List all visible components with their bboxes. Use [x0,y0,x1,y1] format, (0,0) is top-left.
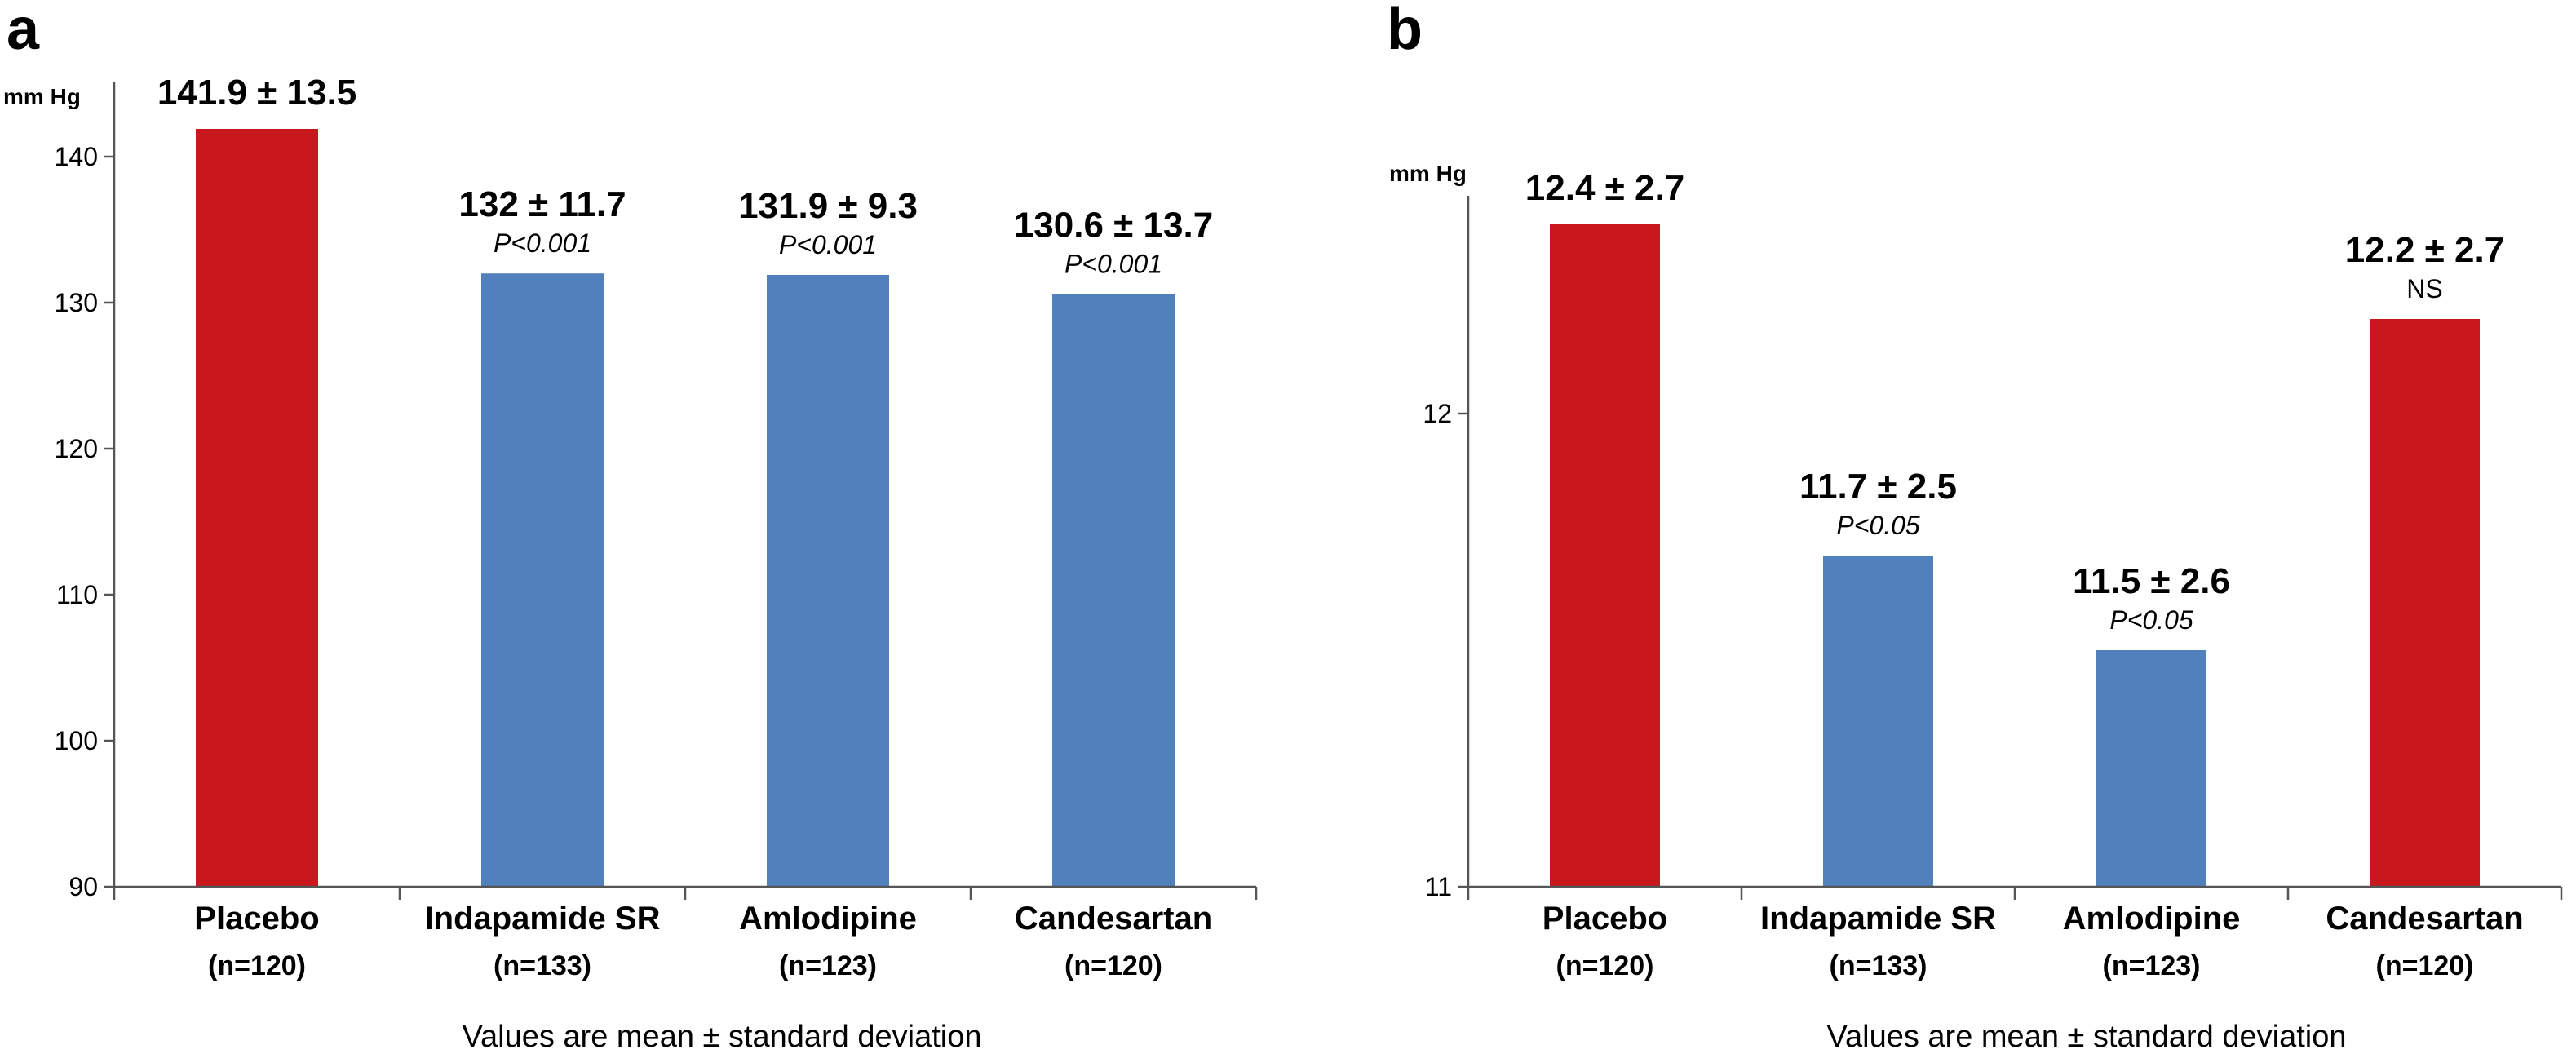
y-tick-label: 100 [55,726,98,755]
bar-placebo [196,128,318,888]
value-label: 11.5 ± 2.6 [2073,561,2230,601]
value-label: 131.9 ± 9.3 [738,186,918,226]
category-label: Amlodipine [739,901,917,937]
category-label: Placebo [1543,901,1667,937]
category-label: Candesartan [1015,901,1212,937]
sample-size-label: (n=123) [779,950,877,981]
y-tick-label: 110 [56,580,98,609]
panel-b-categories: Placebo (n=120) Indapamide SR (n=133) Amlodi… [1543,901,2524,981]
sample-size-label: (n=120) [1064,950,1162,981]
bar-indapamide-sr [1823,556,1933,887]
sample-size-label: (n=133) [1830,950,1928,981]
value-label: 12.4 ± 2.7 [1525,168,1684,208]
sample-size-label: (n=120) [1556,950,1654,981]
panel-a-axes [113,82,1258,900]
sample-size-label: (n=120) [2376,950,2474,981]
category-label: Amlodipine [2063,901,2241,937]
significance-label: P<0.05 [1836,511,1920,540]
panel-a-letter: a [7,0,40,62]
significance-label: P<0.001 [494,228,591,258]
bar-placebo [1550,224,1660,887]
category-label: Indapamide SR [425,901,661,937]
panel-a-bars [196,128,1175,888]
category-label: Placebo [194,901,319,937]
panel-b-letter: b [1387,0,1423,62]
value-label: 11.7 ± 2.5 [1799,467,1957,507]
panel-a: a mm Hg 90 100 110 120 130 140 141.9 ± 13.5 13… [3,0,1258,1054]
bar-candesartan [2370,319,2480,887]
panel-b-y-ticks: 11 12 [1423,399,1468,901]
bar-amlodipine [767,274,889,887]
category-label: Candesartan [2326,901,2523,937]
bar-candesartan [1052,294,1175,887]
bar-indapamide-sr [481,273,604,887]
panel-a-unit-label: mm Hg [3,84,81,109]
panel-b-unit-label: mm Hg [1389,161,1467,186]
y-tick-label: 11 [1425,872,1452,901]
y-tick-label: 12 [1423,399,1452,428]
value-label: 132 ± 11.7 [458,184,626,224]
panel-a-footnote: Values are mean ± standard deviation [463,1020,982,1054]
panel-b-axes [1467,196,2563,900]
sample-size-label: (n=123) [2103,950,2201,981]
bar-amlodipine [2096,650,2206,887]
panel-a-y-ticks: 90 100 110 120 130 140 [55,142,114,901]
value-label: 12.2 ± 2.7 [2345,230,2504,270]
value-label: 141.9 ± 13.5 [157,73,356,113]
significance-label: P<0.001 [779,230,877,259]
category-label: Indapamide SR [1760,901,1996,937]
panel-a-value-labels: 141.9 ± 13.5 132 ± 11.7 P<0.001 131.9 ± 9.3… [157,73,1213,278]
significance-label: P<0.001 [1064,249,1162,278]
y-tick-label: 90 [69,872,98,901]
significance-label: NS [2406,274,2442,303]
sample-size-label: (n=133) [494,950,591,981]
value-label: 130.6 ± 13.7 [1014,205,1213,245]
y-tick-label: 140 [55,142,98,171]
sample-size-label: (n=120) [208,950,306,981]
y-tick-label: 130 [55,288,98,317]
y-tick-label: 120 [55,434,98,463]
significance-label: P<0.05 [2109,605,2193,635]
panel-b-footnote: Values are mean ± standard deviation [1827,1020,2347,1054]
panel-a-categories: Placebo (n=120) Indapamide SR (n=133) Amlodi… [194,901,1212,981]
panel-b-bars [1550,224,2480,887]
panel-b-value-labels: 12.4 ± 2.7 11.7 ± 2.5 P<0.05 11.5 ± 2.6 P<0.… [1525,168,2504,635]
